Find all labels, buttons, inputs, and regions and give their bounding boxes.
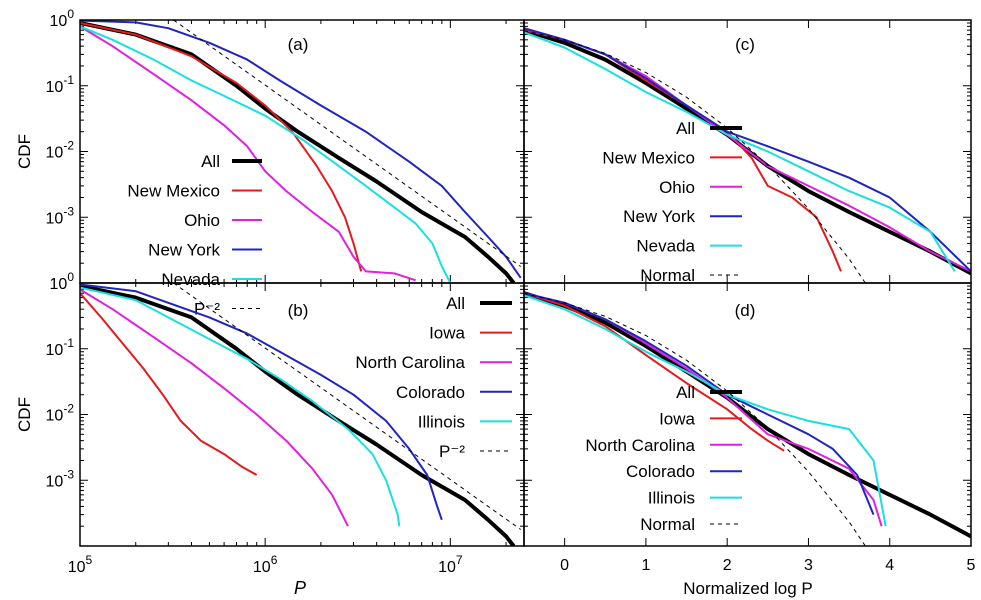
legend-label: New Mexico (602, 148, 695, 167)
legend-label: All (446, 294, 465, 313)
series-ohio (524, 27, 971, 273)
panel-d: 0 1 2 3 4 5 (d) All Iowa North Carolina Colorado Il… (523, 282, 976, 574)
legend-label: All (676, 119, 695, 138)
legend-label: Ohio (184, 211, 220, 230)
legend-label: Illinois (418, 412, 465, 431)
x-tick-label: 5 (967, 557, 976, 574)
series-p- (173, 20, 521, 267)
legend-label: Colorado (626, 462, 695, 481)
legend-label: New York (623, 207, 695, 226)
series-normal (524, 293, 866, 546)
x-axis-label-left: P (294, 578, 306, 598)
legend-label: Normal (640, 515, 695, 534)
legend-label: North Carolina (585, 436, 695, 455)
legend-label: P⁻² (439, 442, 465, 461)
x-tick-label: 4 (885, 557, 894, 574)
y-tick-label: 10-1 (46, 336, 75, 359)
series-new-mexico (80, 22, 363, 272)
series-normal (524, 30, 866, 283)
panel-label: (c) (735, 35, 755, 54)
x-axis-label-right: Normalized log P (683, 579, 812, 598)
legend-label: Nevada (161, 270, 220, 289)
series-ohio (80, 25, 417, 282)
series-all (80, 21, 516, 283)
y-tick-label: 100 (50, 7, 75, 30)
x-tick-label: 0 (560, 557, 569, 574)
y-tick-label: 10-1 (46, 73, 75, 96)
legend-label: Ohio (659, 178, 695, 197)
series-illinois (524, 294, 887, 527)
series-new-york (524, 27, 971, 273)
x-tick-label: 107 (438, 553, 463, 576)
y-tick-label: 100 (50, 270, 75, 293)
panel-label: (d) (735, 301, 756, 320)
y-axis-label: CDF (15, 397, 34, 432)
series-iowa (524, 292, 785, 452)
y-axis-label: CDF (15, 134, 34, 169)
y-tick-label: 10-2 (46, 402, 75, 425)
y-tick-label: 10-2 (46, 139, 75, 162)
series-nevada (80, 25, 452, 283)
legend-label: Iowa (659, 409, 695, 428)
legend-label: Iowa (429, 324, 465, 343)
y-tick-label: 10-3 (46, 204, 75, 227)
series-colorado (524, 292, 875, 515)
x-tick-label: 105 (68, 553, 93, 576)
series-colorado (80, 283, 443, 521)
panel-a: 10-3 10-2 10-1 100 (a) CDF All New Mexico Ohio Ne… (15, 7, 525, 319)
legend-label: All (201, 152, 220, 171)
legend-label: North Carolina (355, 353, 465, 372)
plot-frame (79, 19, 525, 284)
panels: 10-3 10-2 10-1 100 (a) CDF All New Mexico Ohio Ne… (15, 7, 976, 576)
plot-frame (523, 282, 972, 547)
y-tick-label: 10-3 (46, 467, 75, 490)
series-all (524, 291, 971, 539)
legend-label: New Mexico (127, 182, 220, 201)
legend-label: All (676, 383, 695, 402)
panel-label: (b) (288, 301, 309, 320)
series-new-york (80, 20, 522, 279)
panel-label: (a) (288, 35, 309, 54)
series-north-carolina (80, 288, 349, 527)
legend-label: New York (148, 241, 220, 260)
x-tick-label: 3 (804, 557, 813, 574)
legend-label: Nevada (636, 237, 695, 256)
panel-c: (c) All New Mexico Ohio New York Nevada Normal (523, 19, 972, 285)
legend-label: Normal (640, 266, 695, 285)
legend-label: Colorado (396, 383, 465, 402)
legend-label: Illinois (648, 489, 695, 508)
x-tick-label: 2 (723, 557, 732, 574)
x-tick-label: 1 (641, 557, 650, 574)
series-nevada (524, 31, 956, 272)
series-p- (173, 283, 521, 530)
x-tick-label: 106 (253, 553, 278, 576)
panel-b: 10-3 10-2 10-1 100 105 106 107 (b) CDF All Iowa Nor… (15, 270, 525, 576)
series-illinois (80, 286, 401, 527)
series-iowa (80, 292, 258, 476)
series-north-carolina (524, 292, 883, 527)
